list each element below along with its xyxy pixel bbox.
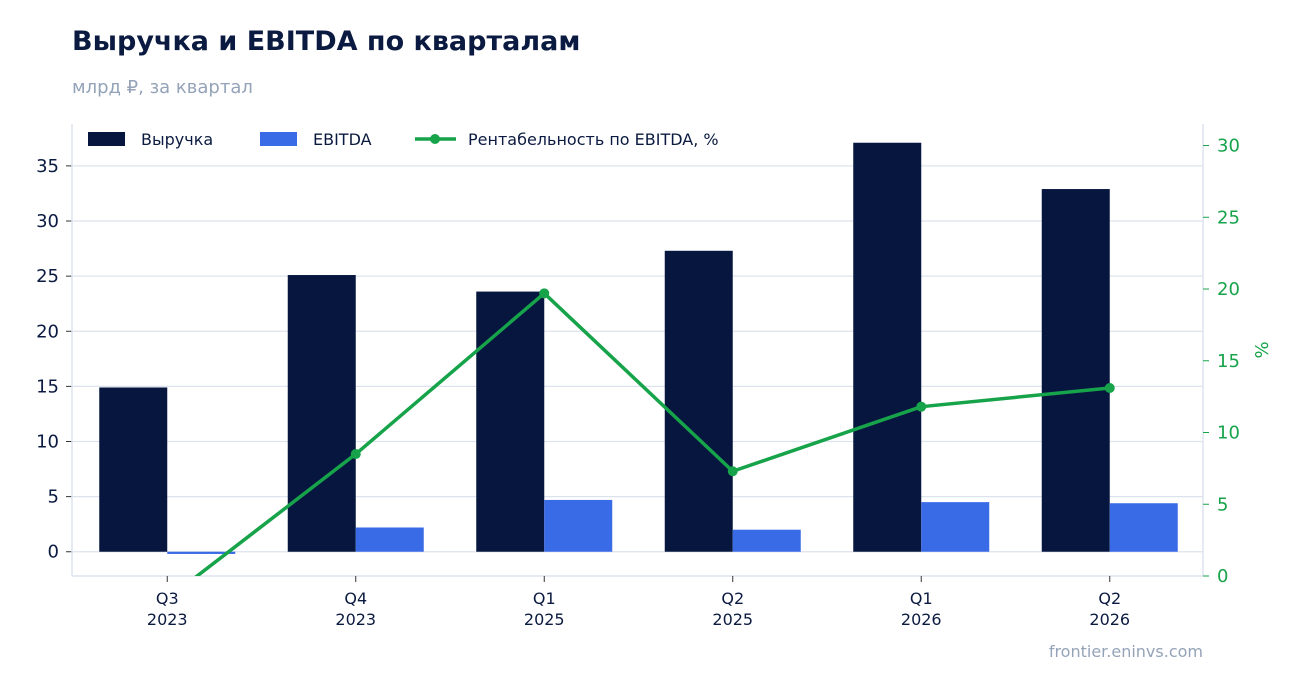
y-left-tick-label: 10 — [36, 432, 59, 453]
y-right-axis-label: % — [1252, 341, 1273, 358]
margin-point — [539, 288, 550, 299]
x-tick-label-quarter: Q1 — [533, 589, 556, 608]
legend-swatch-revenue — [88, 132, 125, 146]
source-label: frontier.eninvs.com — [1048, 642, 1203, 661]
legend-label-margin: Рентабельность по EBITDA, % — [468, 130, 719, 149]
chart-title: Выручка и EBITDA по кварталам — [72, 26, 581, 57]
legend-label-revenue: Выручка — [141, 130, 213, 149]
bar-revenue — [476, 291, 545, 552]
bar-ebitda — [732, 529, 801, 552]
y-right-tick-label: 5 — [1217, 494, 1228, 515]
x-tick-label-year: 2026 — [1089, 610, 1130, 629]
y-left-tick-label: 15 — [36, 376, 59, 397]
x-tick-label-year: 2023 — [335, 610, 376, 629]
y-right-tick-label: 15 — [1217, 351, 1240, 372]
y-left-tick-label: 0 — [48, 542, 59, 563]
y-right-tick-label: 0 — [1217, 566, 1228, 587]
bar-revenue — [1041, 189, 1110, 552]
chart-subtitle: млрд ₽, за квартал — [72, 77, 253, 98]
y-right-tick-label: 30 — [1217, 136, 1240, 157]
x-tick-label-quarter: Q2 — [721, 589, 744, 608]
x-tick-label-year: 2025 — [524, 610, 565, 629]
y-left-tick-label: 35 — [36, 156, 59, 177]
bar-revenue — [664, 250, 733, 552]
margin-point — [1104, 383, 1115, 394]
y-right-tick-label: 10 — [1217, 423, 1240, 444]
legend: Выручка EBITDA Рентабельность по EBITDA, % — [88, 130, 719, 149]
bar-ebitda — [921, 502, 990, 552]
y-left-tick-label: 5 — [48, 487, 59, 508]
bar-ebitda — [167, 551, 236, 554]
margin-point — [916, 401, 927, 412]
margin-point — [727, 466, 738, 477]
margin-point — [350, 449, 361, 460]
grid-lines — [72, 165, 1203, 553]
bar-revenue — [99, 387, 168, 552]
axes: 05101520253035051015202530%Q32023Q42023Q… — [36, 124, 1273, 629]
y-left-tick-label: 25 — [36, 266, 59, 287]
x-tick-label-quarter: Q3 — [156, 589, 179, 608]
x-tick-label-quarter: Q4 — [344, 589, 367, 608]
x-tick-label-year: 2026 — [901, 610, 942, 629]
bar-ebitda — [355, 527, 424, 552]
bar-revenue — [853, 142, 922, 552]
margin-line-path — [194, 291, 1110, 576]
bar-ebitda — [544, 499, 613, 552]
legend-label-ebitda: EBITDA — [313, 130, 372, 149]
bars — [99, 142, 1178, 554]
x-tick-label-quarter: Q2 — [1098, 589, 1121, 608]
x-tick-label-year: 2025 — [712, 610, 753, 629]
y-left-tick-label: 20 — [36, 321, 59, 342]
legend-marker-margin — [430, 134, 440, 144]
x-tick-label-quarter: Q1 — [910, 589, 933, 608]
y-left-tick-label: 30 — [36, 211, 59, 232]
bar-revenue — [287, 275, 356, 552]
legend-swatch-ebitda — [260, 132, 297, 146]
bar-ebitda — [1109, 503, 1178, 552]
y-right-tick-label: 20 — [1217, 279, 1240, 300]
x-tick-label-year: 2023 — [147, 610, 188, 629]
y-right-tick-label: 25 — [1217, 207, 1240, 228]
margin-line — [194, 288, 1115, 576]
